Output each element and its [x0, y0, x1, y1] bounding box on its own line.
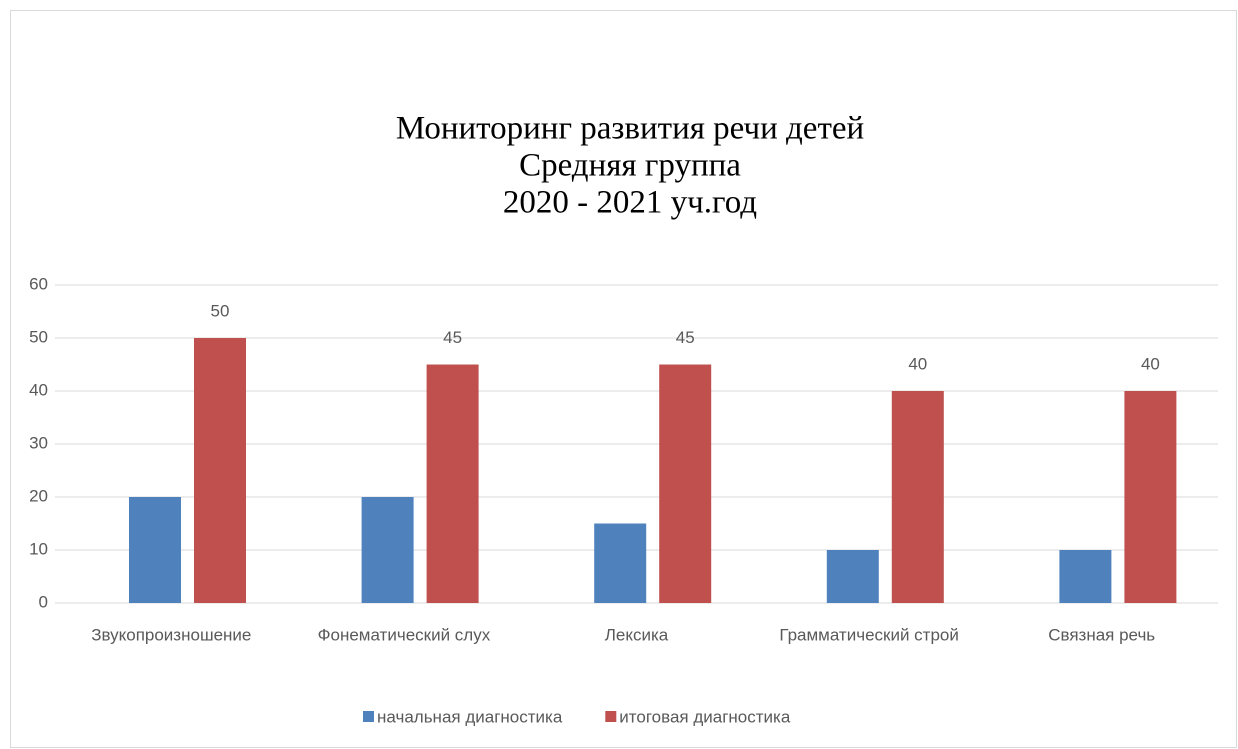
bar [891, 391, 944, 603]
data-label: 45 [443, 328, 462, 347]
chart-title: 2020 - 2021 уч.год [503, 185, 757, 221]
data-label: 40 [908, 354, 927, 373]
y-tick-label: 20 [29, 486, 48, 505]
data-label: 50 [211, 301, 230, 320]
bar [594, 523, 647, 603]
y-tick-label: 0 [39, 592, 48, 611]
x-tick-label: Связная речь [1048, 625, 1155, 644]
legend-label: итоговая диагностика [619, 707, 791, 726]
data-label: 45 [676, 328, 695, 347]
y-tick-label: 40 [29, 380, 48, 399]
bar [194, 338, 246, 603]
bar [659, 364, 712, 603]
chart-title: Средняя группа [519, 148, 741, 184]
bar [1059, 550, 1112, 603]
x-tick-label: Грамматический строй [779, 625, 959, 644]
y-tick-label: 30 [29, 433, 48, 452]
legend-label: начальная диагностика [377, 707, 563, 726]
y-tick-label: 10 [29, 539, 48, 558]
data-label: 40 [1141, 354, 1160, 373]
bar [1124, 391, 1177, 603]
x-tick-label: Лексика [605, 625, 669, 644]
legend-swatch [363, 711, 374, 722]
chart-title: Мониторинг развития речи детей [396, 111, 864, 147]
bar [826, 550, 879, 603]
bar [426, 364, 479, 603]
bar [129, 497, 181, 603]
y-tick-label: 50 [29, 327, 48, 346]
bar [361, 497, 414, 603]
x-tick-label: Звукопроизношение [91, 625, 251, 644]
legend-swatch [605, 711, 617, 722]
x-tick-label: Фонематический слух [318, 625, 491, 644]
y-tick-label: 60 [29, 274, 48, 293]
